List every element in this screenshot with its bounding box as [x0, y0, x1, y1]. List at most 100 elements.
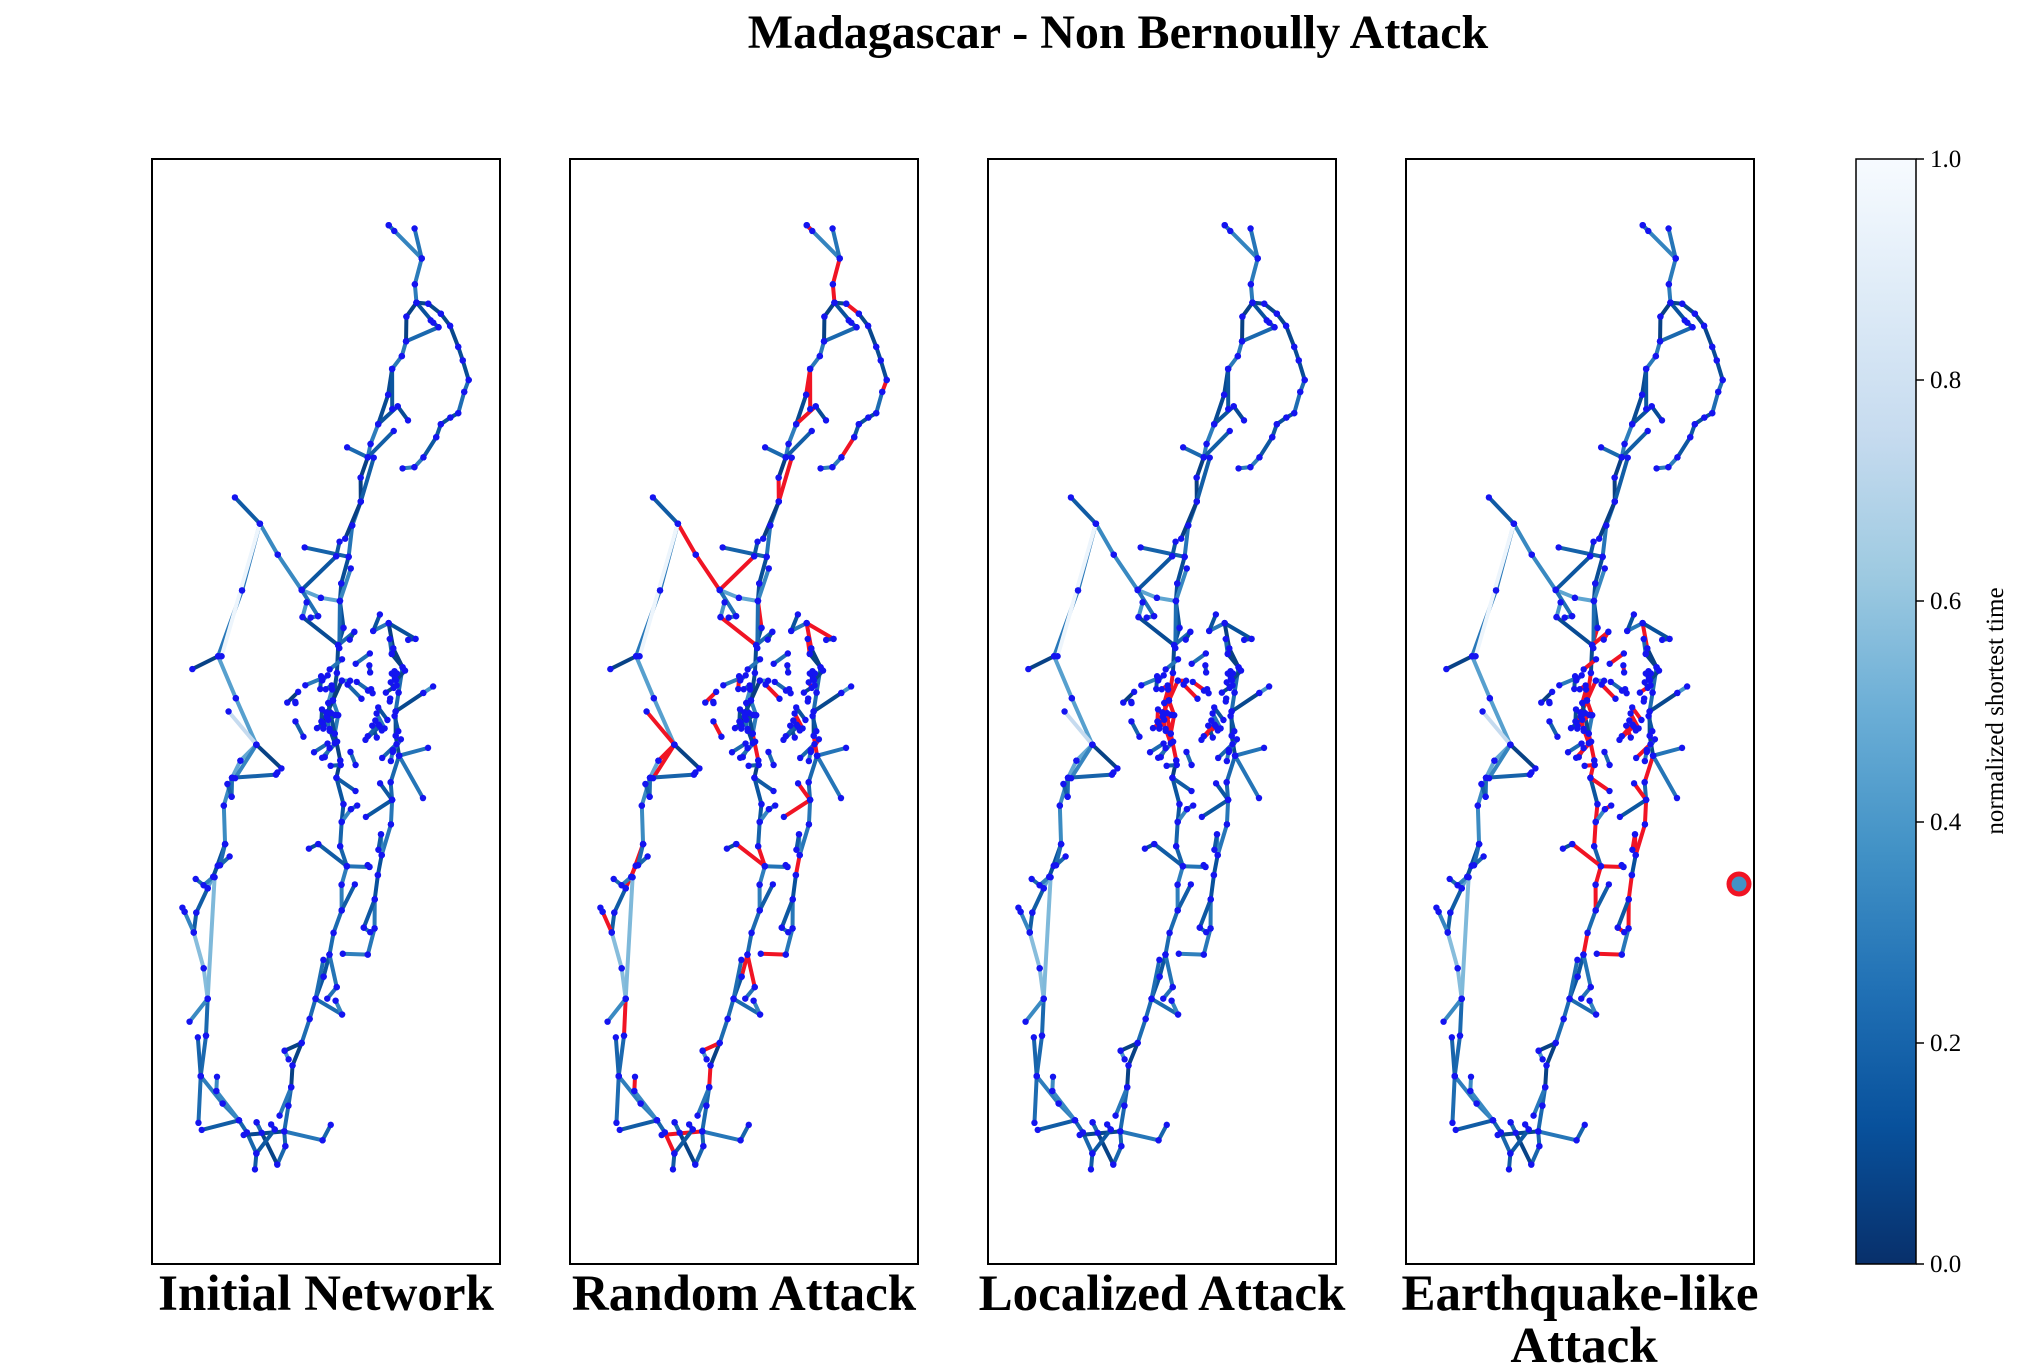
network-node — [802, 716, 809, 724]
network-edge — [345, 682, 364, 701]
network-edge — [695, 1085, 712, 1118]
network-edge — [337, 599, 342, 651]
network-node — [420, 689, 427, 697]
network-node — [1182, 636, 1189, 643]
network-edge — [1567, 957, 1580, 1001]
network-node — [723, 845, 731, 852]
network-edge — [605, 996, 628, 1024]
network-node — [751, 983, 758, 991]
network-node — [424, 744, 432, 752]
network-node — [427, 317, 434, 324]
network-edge — [358, 455, 376, 504]
network-node — [369, 627, 377, 635]
network-edge — [731, 957, 744, 1001]
network-node — [762, 681, 769, 688]
network-node — [343, 444, 351, 451]
network-node — [1128, 698, 1135, 705]
network-node — [1631, 831, 1639, 838]
network-edge — [717, 1016, 730, 1045]
network-node — [1612, 695, 1619, 702]
network-edge — [866, 323, 879, 349]
network-node — [1297, 388, 1304, 396]
network-node — [813, 689, 820, 696]
colorbar-ticks: 0.0 0.2 0.4 0.6 0.8 1.0 — [1916, 146, 1962, 1278]
network-node — [607, 665, 614, 673]
network-node — [1591, 761, 1598, 769]
network-node — [1582, 682, 1589, 689]
removed-edge — [717, 554, 757, 592]
network-node — [292, 698, 299, 705]
network-edge — [195, 1035, 203, 1079]
network-node — [200, 965, 207, 972]
network-edge — [1229, 690, 1262, 714]
network-node — [281, 1047, 288, 1054]
network-node — [455, 343, 462, 351]
network-node — [1248, 635, 1255, 643]
network-node — [794, 780, 802, 787]
network-node — [1672, 255, 1679, 262]
network-edge — [254, 742, 284, 771]
network-node — [615, 1072, 622, 1080]
network-node — [403, 313, 410, 320]
network-node — [1535, 1047, 1542, 1054]
network-node — [771, 678, 778, 686]
network-node — [855, 310, 863, 317]
network-node — [816, 352, 824, 360]
network-node — [1074, 587, 1082, 594]
network-node — [1194, 695, 1201, 702]
network-node — [1031, 1119, 1038, 1127]
removed-edge — [693, 552, 722, 592]
network-node — [1128, 718, 1135, 725]
network-node — [1175, 950, 1182, 957]
network-node — [631, 1073, 639, 1080]
network-node — [752, 642, 760, 649]
network-edge — [708, 1041, 722, 1068]
network-edge — [745, 930, 754, 957]
network-edge — [1480, 709, 1513, 747]
network-node — [1448, 1034, 1456, 1041]
network-node — [306, 1015, 313, 1023]
removed-edge — [1581, 930, 1590, 957]
network-node — [796, 727, 804, 734]
network-node — [228, 793, 235, 800]
network-edge — [1553, 587, 1577, 600]
network-node — [1643, 405, 1650, 413]
network-node — [1719, 376, 1726, 384]
network-node — [758, 800, 765, 808]
network-node — [767, 522, 774, 529]
removed-edge — [793, 853, 802, 878]
network-node — [1580, 951, 1587, 958]
network-node — [1160, 995, 1167, 1002]
network-node — [813, 728, 820, 735]
network-node — [1136, 733, 1143, 740]
network-node — [398, 352, 406, 360]
network-node — [1578, 672, 1585, 679]
network-node — [793, 846, 800, 853]
network-node — [386, 698, 393, 705]
network-node — [334, 642, 342, 649]
network-edge — [1149, 957, 1162, 1001]
network-node — [775, 498, 782, 505]
network-node — [399, 465, 406, 472]
network-node — [1166, 929, 1173, 937]
network-node — [371, 896, 378, 903]
network-node — [1026, 929, 1033, 936]
network-node — [1629, 421, 1636, 428]
network-node — [1064, 774, 1072, 781]
network-edge — [216, 654, 238, 701]
network-node — [1240, 636, 1248, 644]
removed-edge — [1594, 951, 1624, 957]
network-edge — [1486, 495, 1516, 526]
network-node — [1632, 727, 1640, 734]
network-node — [347, 565, 355, 572]
network-edge — [1450, 1074, 1457, 1125]
network-node — [738, 973, 745, 980]
network-node — [1167, 730, 1174, 737]
network-edge — [1599, 445, 1624, 460]
network-node — [1658, 636, 1666, 644]
network-node — [397, 736, 405, 743]
removed-edge — [644, 709, 677, 747]
panel-label: Random Attack — [572, 1266, 917, 1322]
network-edge — [830, 226, 842, 261]
network-node — [738, 956, 745, 964]
